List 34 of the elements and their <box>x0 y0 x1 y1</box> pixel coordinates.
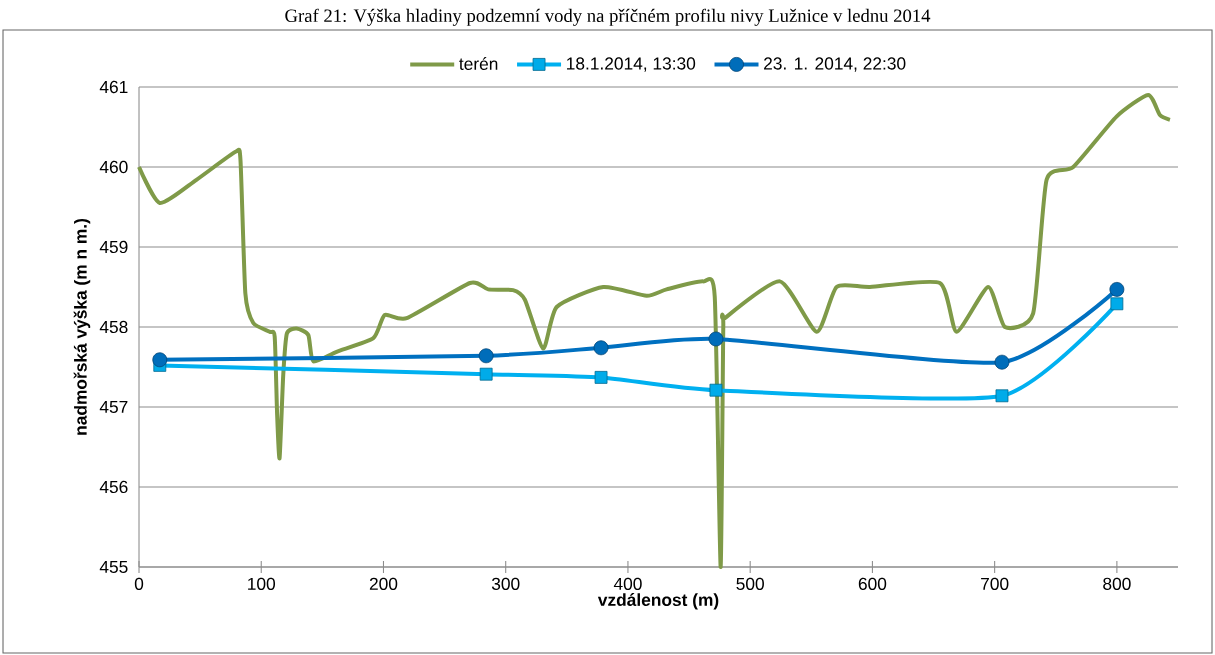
x-tick-label: 600 <box>858 577 887 590</box>
point <box>709 383 723 397</box>
point <box>1109 281 1125 297</box>
x-tick-label: 0 <box>134 577 144 590</box>
x-tick-label: 500 <box>736 577 764 590</box>
y-tick-label: 456 <box>99 480 128 494</box>
point <box>994 354 1010 370</box>
point <box>478 348 494 364</box>
point <box>1110 297 1124 311</box>
y-tick-label: 455 <box>99 560 128 574</box>
x-tick-label: 300 <box>491 577 520 590</box>
x-tick-label: 800 <box>1103 577 1131 590</box>
point <box>594 370 608 384</box>
point <box>593 340 609 356</box>
x-tick-label: 100 <box>248 577 276 590</box>
line-series <box>137 92 1172 569</box>
point <box>479 367 493 381</box>
legend-label: terén <box>459 57 498 70</box>
chart-title: Graf 21: Výška hladiny podzemní vody na příčném profilu nivy Lužnice v lednu 2014 <box>285 8 931 26</box>
x-tick-label: 400 <box>613 577 642 590</box>
y-tick-label: 460 <box>99 160 128 174</box>
y-tick-label: 459 <box>99 240 128 254</box>
legend-label: 23. 1. 2014, 22:30 <box>764 57 906 72</box>
point <box>152 352 168 368</box>
point <box>995 389 1009 403</box>
y-tick-label: 457 <box>99 400 128 414</box>
y-tick-label: 458 <box>99 320 128 334</box>
point <box>708 331 724 347</box>
x-tick-label: 200 <box>369 577 398 590</box>
x-axis-title: vzdálenost (m) <box>597 593 719 610</box>
y-axis-title: nadmořská výška (m n m.) <box>73 219 91 435</box>
y-tick-label: 461 <box>99 80 128 94</box>
legend-label: 18.1.2014, 13:30 <box>567 57 696 72</box>
x-tick-label: 700 <box>981 577 1009 590</box>
